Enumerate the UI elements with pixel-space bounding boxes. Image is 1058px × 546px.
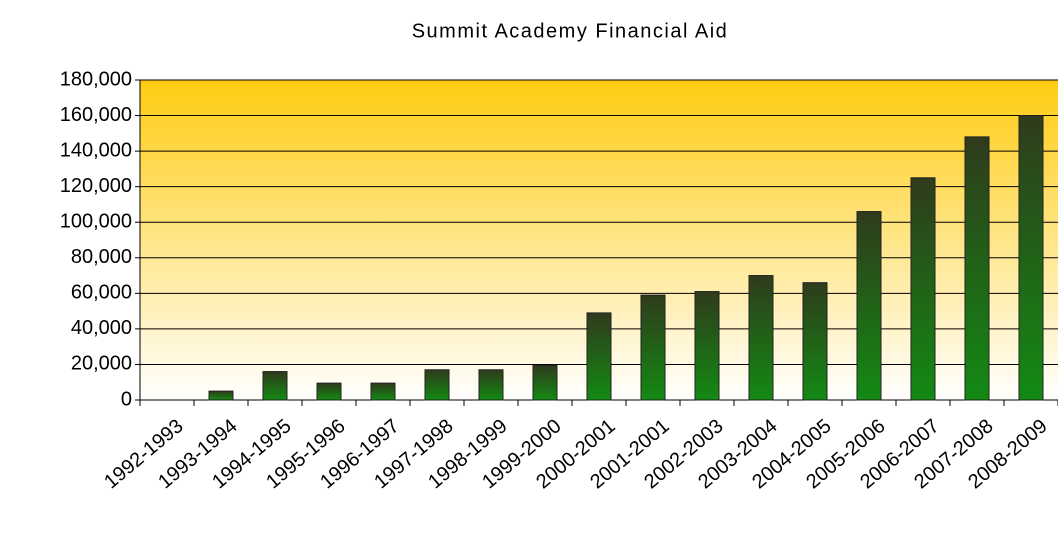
y-tick-label: 20,000: [71, 353, 132, 375]
bar: [262, 371, 288, 401]
chart-title: Summit Academy Financial Aid: [412, 20, 729, 42]
bar: [964, 136, 990, 401]
bar: [910, 177, 936, 401]
bar: [640, 294, 666, 401]
bar: [856, 211, 882, 401]
bar: [694, 291, 720, 401]
bar: [478, 369, 504, 401]
bar: [532, 364, 558, 401]
y-tick-label: 140,000: [60, 139, 132, 161]
bar: [748, 275, 774, 401]
y-tick-label: 0: [121, 388, 132, 410]
y-tick-label: 120,000: [60, 175, 132, 197]
y-tick-label: 80,000: [71, 246, 132, 268]
y-tick-label: 40,000: [71, 317, 132, 339]
y-tick-label: 60,000: [71, 282, 132, 304]
bar: [370, 382, 396, 401]
bar: [586, 312, 612, 401]
y-tick-label: 180,000: [60, 68, 132, 90]
bar: [208, 390, 234, 401]
bar: [424, 369, 450, 401]
y-tick-label: 160,000: [60, 104, 132, 126]
y-tick-label: 100,000: [60, 211, 132, 233]
bar: [1018, 115, 1044, 401]
bar: [316, 382, 342, 401]
bar: [802, 282, 828, 401]
